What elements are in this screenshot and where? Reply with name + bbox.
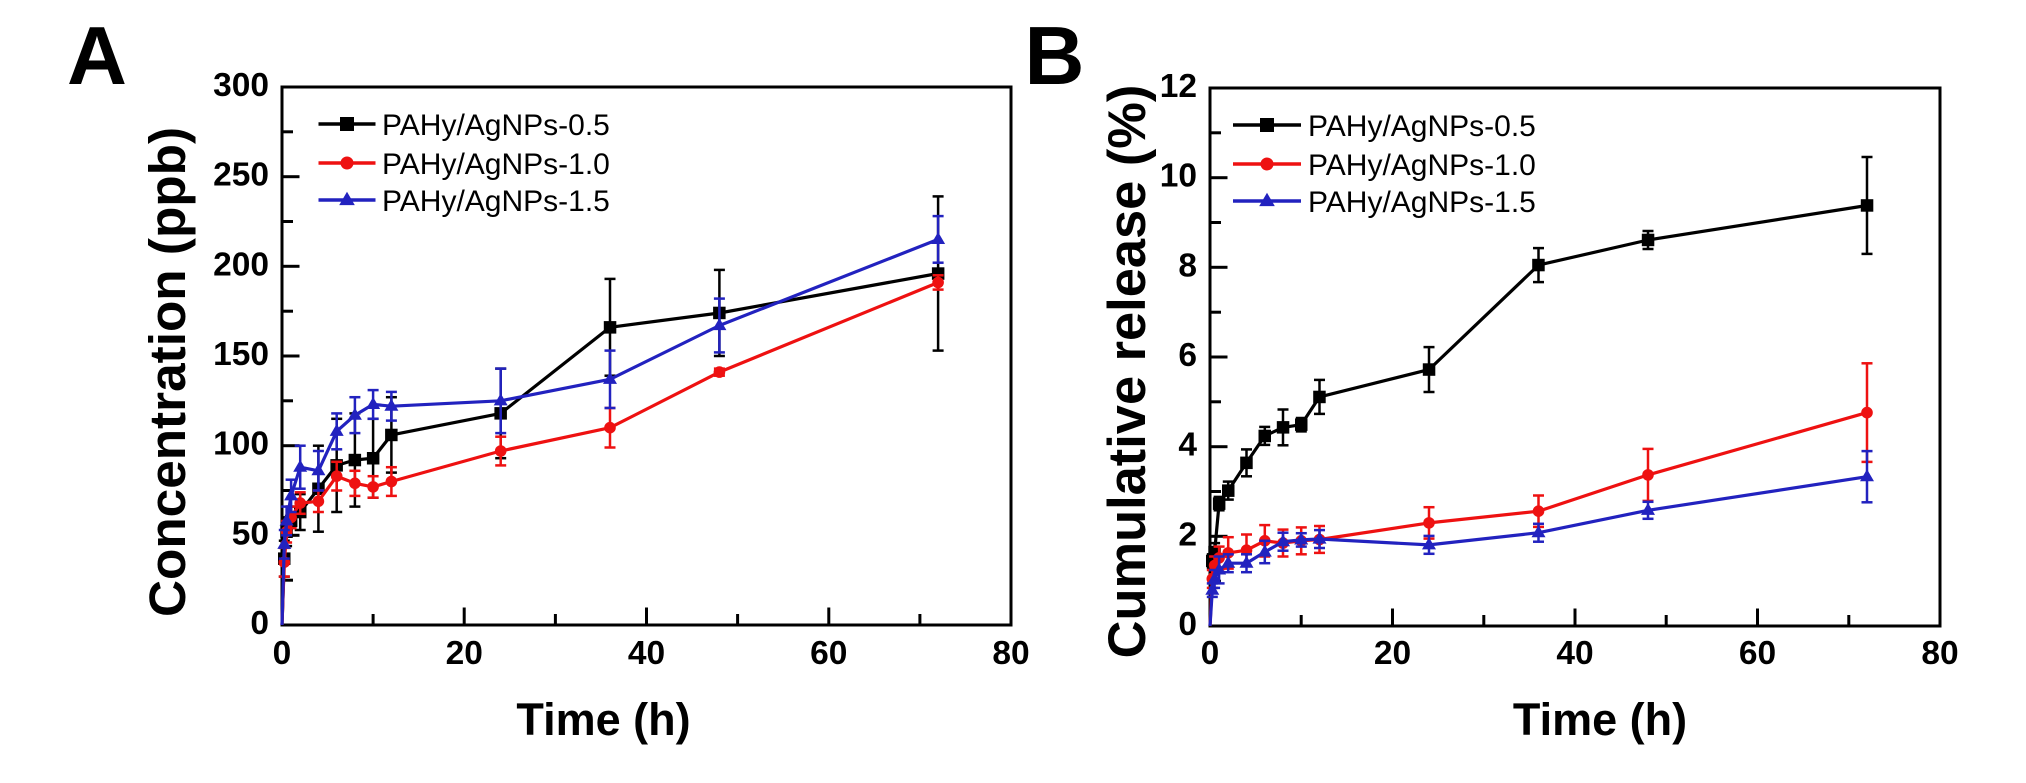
svg-text:PAHy/AgNPs-0.5: PAHy/AgNPs-0.5 [1308, 110, 1536, 143]
svg-text:80: 80 [1921, 635, 1958, 672]
svg-text:0: 0 [1178, 606, 1197, 643]
svg-text:0: 0 [1201, 635, 1220, 672]
svg-text:Time (h): Time (h) [1513, 694, 1687, 745]
svg-text:300: 300 [213, 67, 269, 104]
svg-text:PAHy/AgNPs-1.5: PAHy/AgNPs-1.5 [382, 185, 610, 218]
svg-text:2: 2 [1178, 516, 1197, 553]
svg-text:4: 4 [1178, 427, 1197, 464]
svg-text:6: 6 [1178, 337, 1197, 374]
svg-text:10: 10 [1160, 158, 1197, 195]
svg-text:40: 40 [1556, 635, 1593, 672]
svg-text:60: 60 [1739, 635, 1776, 672]
svg-text:50: 50 [232, 515, 269, 552]
svg-text:0: 0 [273, 635, 292, 672]
svg-text:100: 100 [213, 426, 269, 463]
svg-text:250: 250 [213, 157, 269, 194]
svg-text:80: 80 [992, 635, 1029, 672]
svg-text:A: A [67, 9, 127, 102]
svg-text:B: B [1025, 9, 1085, 102]
svg-text:PAHy/AgNPs-1.5: PAHy/AgNPs-1.5 [1308, 186, 1536, 219]
svg-text:20: 20 [1374, 635, 1411, 672]
svg-text:PAHy/AgNPs-1.0: PAHy/AgNPs-1.0 [382, 148, 610, 181]
svg-text:Concentration (ppb): Concentration (ppb) [139, 127, 196, 617]
svg-text:20: 20 [446, 635, 483, 672]
svg-text:Cumulative release (%): Cumulative release (%) [1099, 85, 1157, 659]
svg-text:40: 40 [628, 635, 665, 672]
svg-text:0: 0 [250, 605, 269, 642]
svg-text:150: 150 [213, 336, 269, 373]
svg-text:PAHy/AgNPs-1.0: PAHy/AgNPs-1.0 [1308, 149, 1536, 182]
svg-text:8: 8 [1178, 247, 1197, 284]
svg-text:200: 200 [213, 246, 269, 283]
svg-text:60: 60 [810, 635, 847, 672]
svg-text:12: 12 [1160, 68, 1197, 105]
svg-text:Time (h): Time (h) [516, 694, 690, 745]
svg-text:PAHy/AgNPs-0.5: PAHy/AgNPs-0.5 [382, 109, 610, 142]
